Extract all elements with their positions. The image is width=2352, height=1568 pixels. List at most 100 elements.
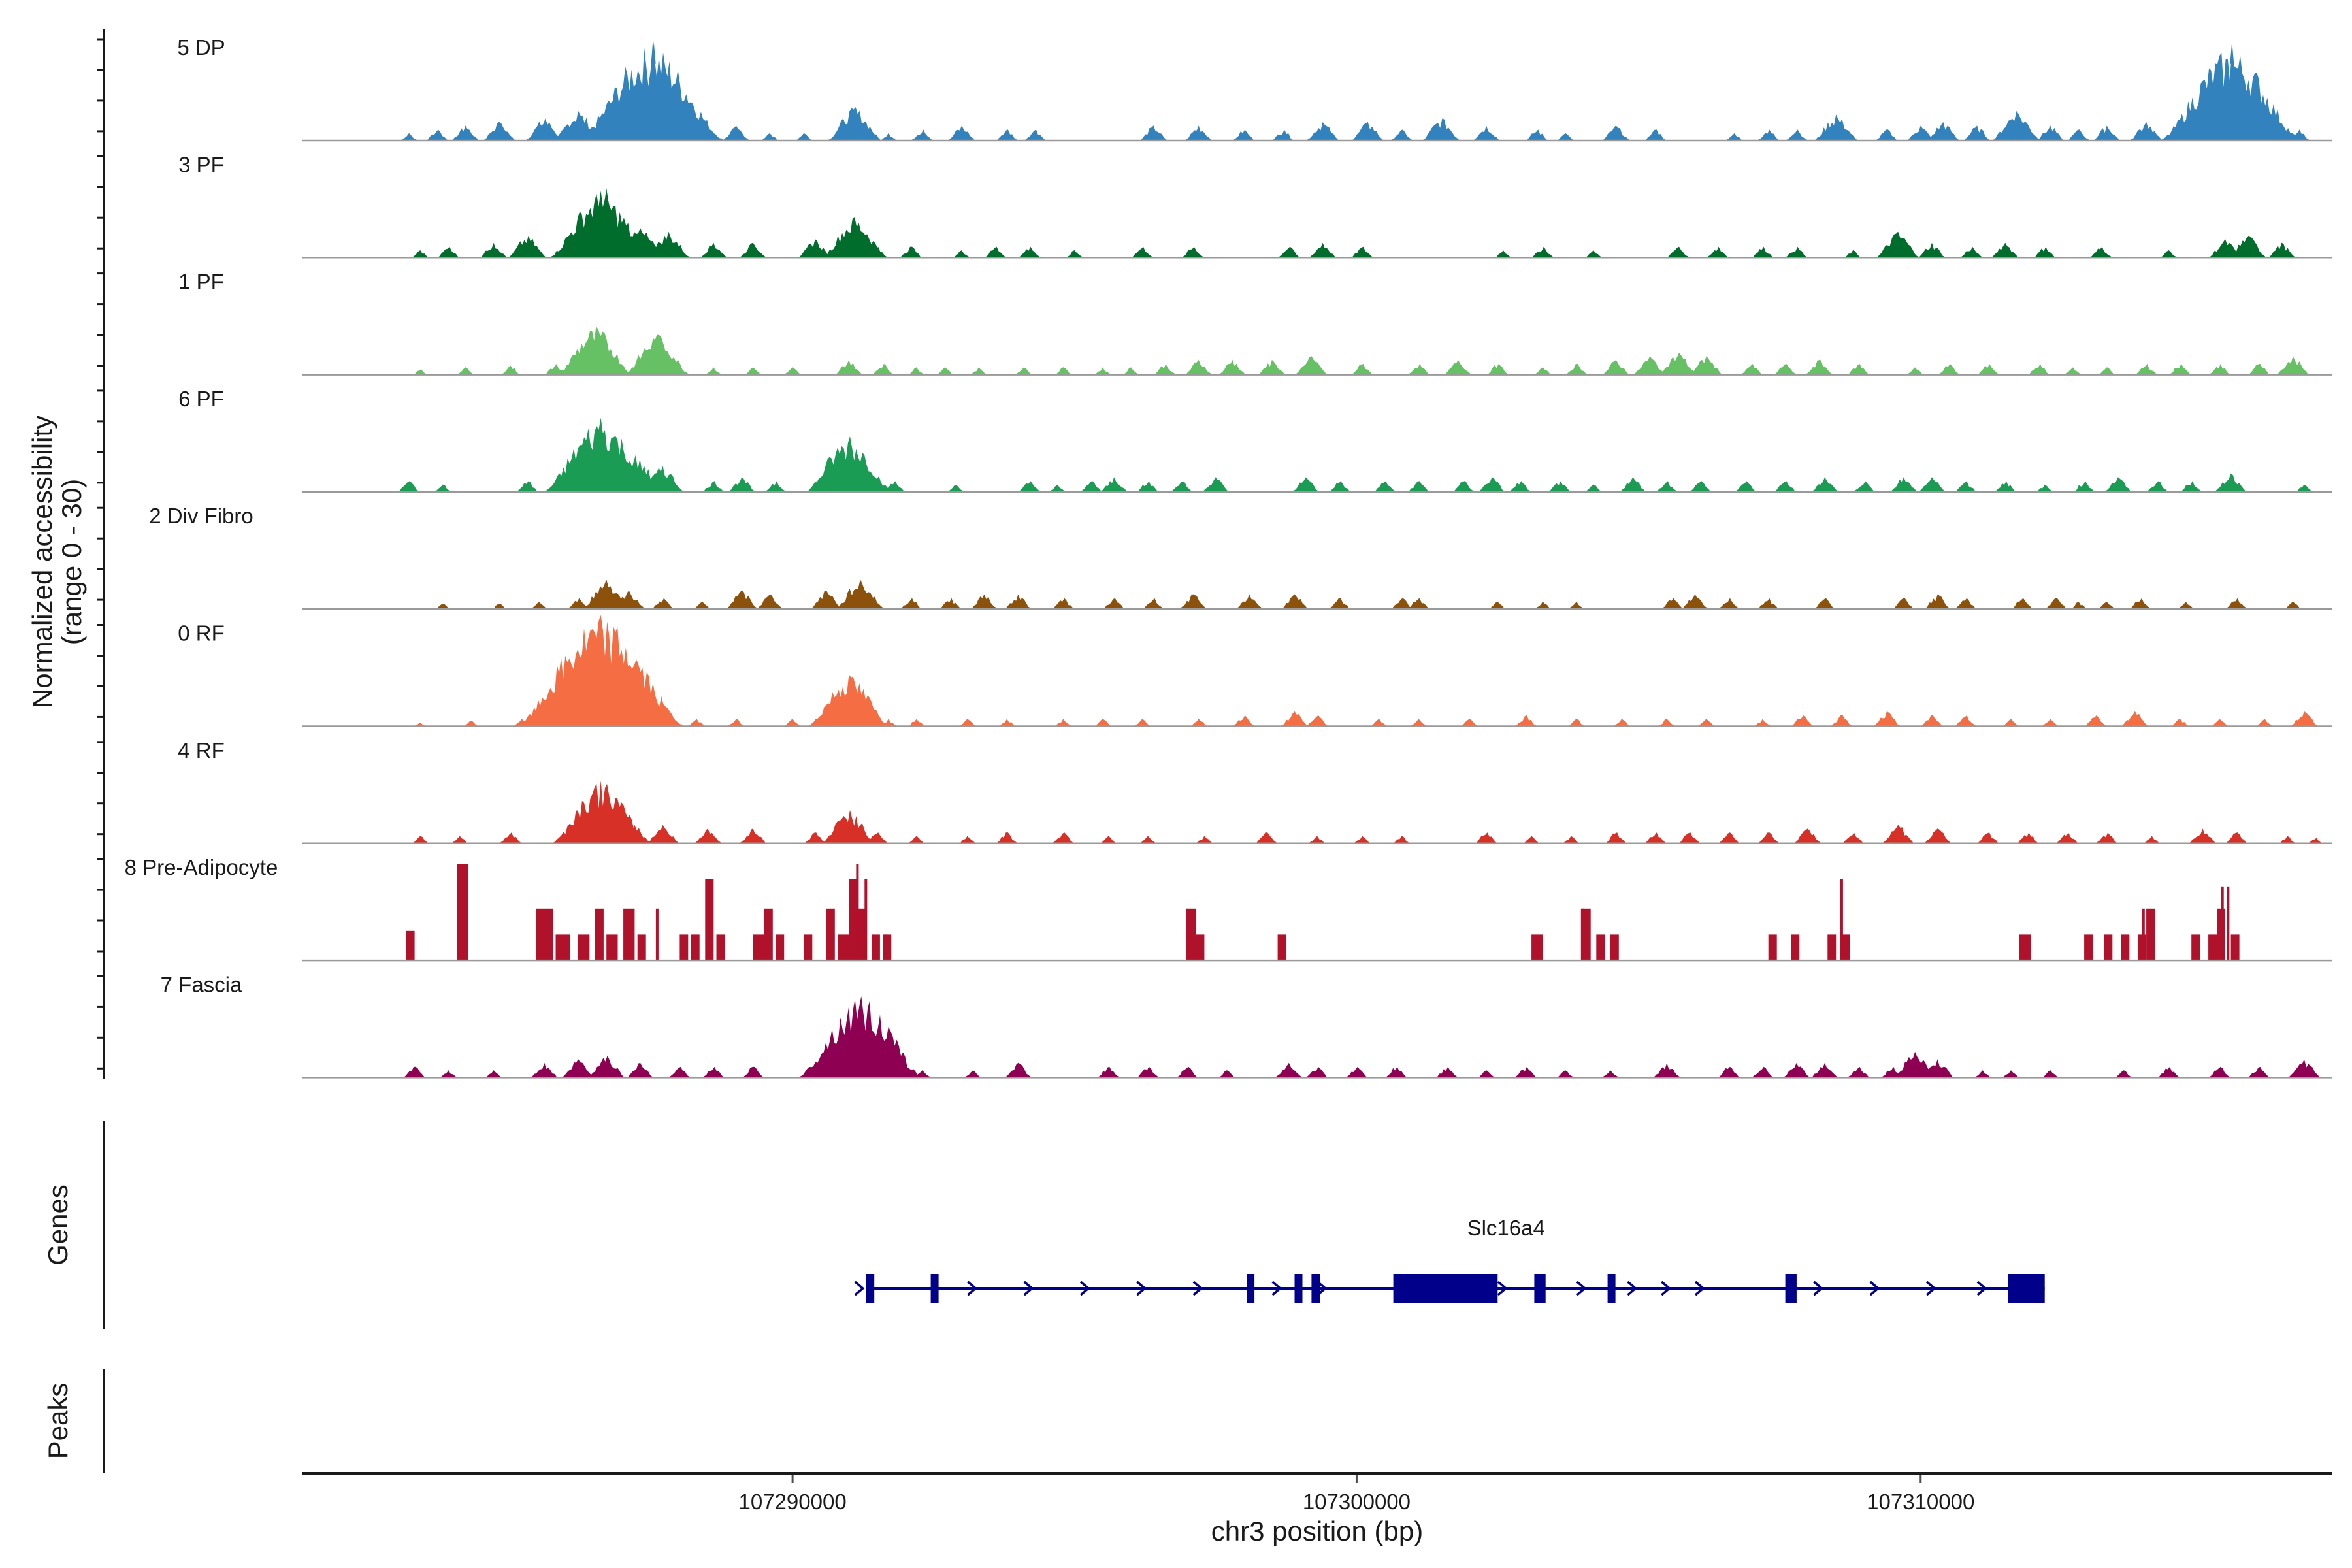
coverage-block [2208, 934, 2217, 961]
gene-exon [1294, 1274, 1303, 1303]
coverage-peak [702, 481, 725, 492]
coverage-peak [2066, 129, 2091, 140]
coverage-peak [668, 1066, 691, 1078]
coverage-block [1582, 908, 1591, 961]
coverage-peak [1757, 129, 1780, 140]
coverage-peak [623, 334, 691, 375]
coverage-peak [1847, 1066, 1870, 1078]
coverage-peak [1353, 836, 1371, 843]
coverage-peak [1049, 484, 1067, 492]
coverage-peak [413, 369, 428, 375]
coverage-peak [508, 235, 547, 258]
coverage-peak [1991, 242, 2020, 258]
coverage-peak [1926, 122, 1961, 140]
gene-exon [2008, 1274, 2045, 1303]
gene-exon [930, 1274, 939, 1303]
coverage-peak [2121, 711, 2149, 727]
coverage-peak [1139, 125, 1168, 140]
coverage-block [606, 934, 618, 961]
coverage-peak [1015, 367, 1033, 375]
track-label: 6 PF [178, 387, 224, 411]
coverage-block [1791, 934, 1800, 961]
coverage-peak [643, 704, 683, 727]
strand-arrow [1813, 1281, 1824, 1296]
coverage-peak [1122, 367, 1140, 375]
strand-arrow [1192, 1281, 1203, 1296]
coverage-peak [2247, 363, 2271, 375]
coverage-peak [1793, 828, 1822, 843]
coverage-block [2104, 934, 2113, 961]
coverage-block [536, 908, 553, 961]
coverage-peak [1051, 832, 1075, 843]
coverage-peak [1277, 246, 1301, 258]
coverage-block [637, 934, 646, 961]
coverage-spike [1580, 908, 1584, 961]
coverage-peak [440, 1070, 457, 1078]
coverage-peak [1421, 118, 1462, 140]
coverage-peak [899, 246, 923, 258]
coverage-peak [809, 590, 843, 610]
coverage-summit [2230, 41, 2234, 64]
strand-arrow [1627, 1281, 1638, 1296]
coverage-block [857, 908, 866, 961]
coverage-peak [1658, 719, 1676, 727]
coverage-peak [2055, 832, 2079, 843]
coverage-peak [1004, 1062, 1033, 1078]
coverage-peak [1170, 481, 1194, 492]
coverage-peak [2098, 367, 2116, 375]
coverage-peak [958, 719, 977, 727]
coverage-peak [2177, 601, 2195, 610]
coverage-peak [1644, 129, 1667, 140]
coverage-peak [1782, 1062, 1811, 1078]
coverage-peak [1974, 1070, 1992, 1078]
coverage-peak [2002, 1070, 2020, 1078]
coverage-peak [1556, 1070, 1575, 1078]
coverage-peak [1875, 129, 1899, 140]
y-axis-title-line1: Normalized accessibility [27, 416, 57, 708]
coverage-peak [2168, 363, 2192, 375]
strand-arrow [1316, 1281, 1328, 1296]
track-0-rf: 0 RF [178, 615, 2332, 727]
coverage-peak [742, 1066, 765, 1078]
coverage-peak [414, 722, 427, 727]
coverage-peak [1232, 715, 1256, 727]
coverage-peak [1350, 363, 1374, 375]
coverage-peak [1305, 715, 1329, 727]
coverage-peak [1080, 481, 1103, 492]
coverage-peak [2134, 363, 2158, 375]
coverage-block [2084, 934, 2093, 961]
coverage-peak [1460, 719, 1478, 727]
coverage-peak [2070, 601, 2087, 610]
genes-panel-label: Genes [42, 1184, 73, 1266]
coverage-spike [884, 934, 887, 961]
coverage-peak [1937, 363, 1961, 375]
coverage-peak [645, 231, 691, 258]
coverage-peak [2033, 246, 2057, 258]
coverage-peak [626, 711, 655, 727]
coverage-peak [530, 601, 547, 610]
coverage-peak [577, 44, 727, 140]
coverage-peak [984, 246, 1007, 258]
coverage-peak [995, 832, 1019, 843]
coverage-peak [1633, 356, 1667, 375]
coverage-peak [2036, 484, 2054, 492]
coverage-peak [1184, 359, 1213, 375]
coverage-peak [835, 579, 886, 610]
coverage-peak [1920, 1059, 1955, 1078]
coverage-peak [645, 825, 680, 843]
coverage-peak [1472, 125, 1501, 140]
coverage-peak [1813, 598, 1837, 610]
coverage-block [1531, 934, 1543, 961]
coverage-peak [1509, 481, 1532, 492]
coverage-peak [1852, 481, 1876, 492]
coverage-peak [936, 367, 954, 375]
coverage-peak [463, 721, 479, 727]
coverage-block [406, 930, 415, 961]
coverage-peak [761, 133, 779, 140]
coverage-peak [953, 250, 971, 258]
coverage-peak [744, 367, 762, 375]
coverage-peak [1291, 477, 1320, 492]
coverage-peak [1584, 250, 1603, 258]
gene-exon [1534, 1274, 1546, 1303]
coverage-block [2146, 908, 2155, 961]
